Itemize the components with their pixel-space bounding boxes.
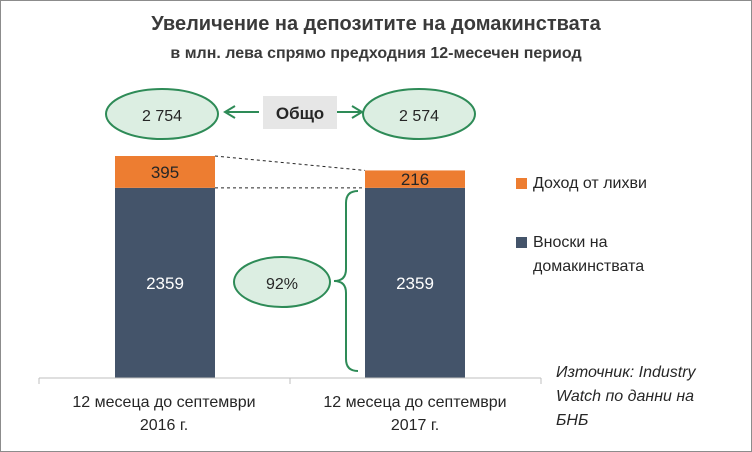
x-tick-label-0-line1: 12 месеца до септември xyxy=(72,394,256,411)
source-line-3: БНБ xyxy=(556,412,589,429)
total-ellipse-2017 xyxy=(362,88,476,140)
chart-title: Увеличение на депозитите на домакинстват… xyxy=(151,13,601,35)
source-line-2: Watch по данни на xyxy=(556,388,695,405)
arrow-left-icon xyxy=(223,105,259,119)
total-ellipse-2016 xyxy=(105,88,219,140)
total-label-box xyxy=(263,96,337,129)
bar-group: 2359 395 2359 216 xyxy=(115,156,465,378)
bar-interest-1 xyxy=(365,170,465,188)
legend-label-deposits: Вноски на домакинствата xyxy=(533,231,644,279)
chart-subtitle: в млн. лева спрямо предходния 12-месечен… xyxy=(170,45,582,62)
data-label-deposits-0: 2359 xyxy=(146,274,184,293)
x-tick-label-1-line2: 2017 г. xyxy=(390,417,440,434)
bar-deposits-0 xyxy=(115,187,215,378)
x-tick-label-0-line2: 2016 г. xyxy=(139,417,189,434)
share-ellipse xyxy=(233,256,331,308)
x-tick-label-0: 12 месеца до септември 2016 г. xyxy=(39,391,289,437)
legend-label-interest: Доход от лихви xyxy=(533,175,647,192)
x-tick-label-1: 12 месеца до септември 2017 г. xyxy=(290,391,540,437)
total-value-2016: 2 754 xyxy=(142,108,182,125)
source-line-1: Източник: Industry xyxy=(556,364,696,381)
legend-swatch-deposits xyxy=(516,237,527,248)
data-label-interest-0: 395 xyxy=(151,163,179,182)
data-label-deposits-1: 2359 xyxy=(396,274,434,293)
legend-swatch-interest xyxy=(516,178,527,189)
total-label: Общо xyxy=(276,104,324,123)
share-value: 92% xyxy=(266,276,298,293)
arrow-right-icon xyxy=(337,105,364,119)
bar-deposits-1 xyxy=(365,187,465,378)
source-note: Източник: Industry Watch по данни на БНБ xyxy=(556,361,746,433)
brace-icon xyxy=(333,190,359,372)
total-value-2017: 2 574 xyxy=(399,108,439,125)
legend-label-deposits-line2: домакинствата xyxy=(533,258,645,275)
x-tick-label-1-line1: 12 месеца до септември xyxy=(323,394,507,411)
bar-interest-0 xyxy=(115,156,215,188)
data-label-interest-1: 216 xyxy=(401,170,429,189)
legend-label-deposits-line1: Вноски на xyxy=(533,234,608,251)
connector-total xyxy=(214,155,366,171)
